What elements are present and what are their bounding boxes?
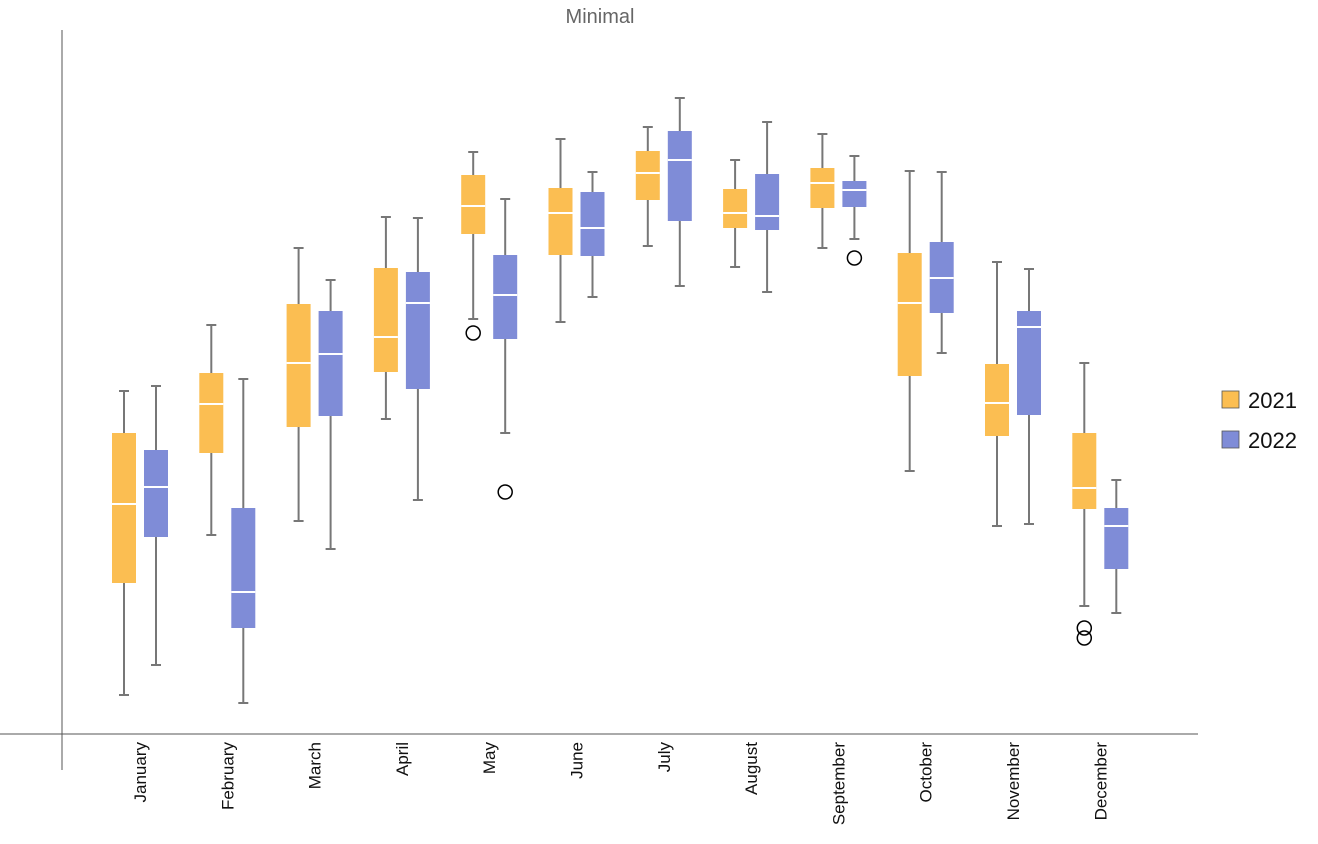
x-tick-label: October: [917, 742, 936, 803]
x-tick-label: March: [306, 742, 325, 789]
box: [1017, 311, 1041, 415]
box-2022-april: [405, 217, 430, 501]
box-2021-july: [635, 126, 660, 247]
box: [723, 189, 748, 228]
outlier-point: [1076, 630, 1093, 646]
box-2021-march: [286, 247, 311, 522]
box-2022-march: [318, 279, 343, 550]
box-2021-april: [373, 216, 398, 420]
x-tick-label: September: [829, 742, 848, 825]
box: [318, 311, 343, 416]
box: [755, 174, 780, 230]
box: [144, 450, 168, 537]
box-2022-february: [231, 378, 256, 704]
x-tick-label: April: [393, 742, 412, 776]
x-tick-label: August: [742, 742, 761, 795]
box: [373, 268, 398, 372]
box-2022-january: [144, 385, 168, 666]
box-2021-june: [548, 138, 573, 323]
box-2021-august: [723, 159, 748, 268]
box-2021-february: [199, 324, 224, 536]
box-2021-december: [1072, 362, 1097, 646]
outlier-point: [497, 484, 513, 500]
box-2022-november: [1017, 268, 1041, 525]
x-tick-label: July: [655, 742, 674, 773]
box: [1072, 433, 1097, 509]
box: [985, 364, 1009, 436]
box: [810, 168, 835, 208]
box-2022-august: [755, 121, 780, 293]
chart-title: Minimal: [566, 6, 635, 28]
x-tick-label: November: [1004, 742, 1023, 821]
box: [842, 181, 867, 207]
outlier-point: [465, 325, 481, 341]
box-2021-january: [112, 390, 136, 696]
box: [635, 151, 660, 200]
legend-label-2021: 2021: [1248, 388, 1297, 413]
box: [405, 272, 430, 389]
x-tick-label: January: [131, 742, 150, 803]
legend-swatch-2022: [1221, 430, 1240, 449]
x-tick-label: December: [1091, 742, 1110, 821]
box: [493, 255, 518, 339]
box: [231, 508, 256, 628]
box-2022-december: [1104, 479, 1129, 614]
box-2022-may: [493, 198, 518, 500]
box: [112, 433, 136, 583]
box: [1104, 508, 1129, 569]
box: [199, 373, 224, 453]
box-2022-october: [929, 171, 954, 354]
box-2022-july: [667, 97, 692, 287]
x-tick-label: May: [480, 742, 499, 775]
box-2021-september: [810, 133, 835, 249]
box-2021-may: [461, 151, 486, 341]
box: [286, 304, 311, 427]
x-tick-label: June: [568, 742, 587, 779]
x-tick-label: February: [218, 742, 237, 811]
outlier-point: [846, 250, 863, 266]
box-2022-june: [580, 171, 605, 298]
box-2021-november: [985, 261, 1009, 527]
box: [548, 188, 573, 255]
box: [897, 253, 922, 376]
box: [667, 131, 692, 221]
legend-label-2022: 2022: [1248, 428, 1297, 453]
legend-swatch-2021: [1221, 390, 1240, 409]
outlier-point: [1076, 620, 1093, 636]
box-2021-october: [897, 170, 922, 472]
box: [580, 192, 605, 256]
box-2022-september: [842, 155, 867, 266]
legend: 2021 2022: [1221, 388, 1297, 453]
box: [461, 175, 486, 234]
